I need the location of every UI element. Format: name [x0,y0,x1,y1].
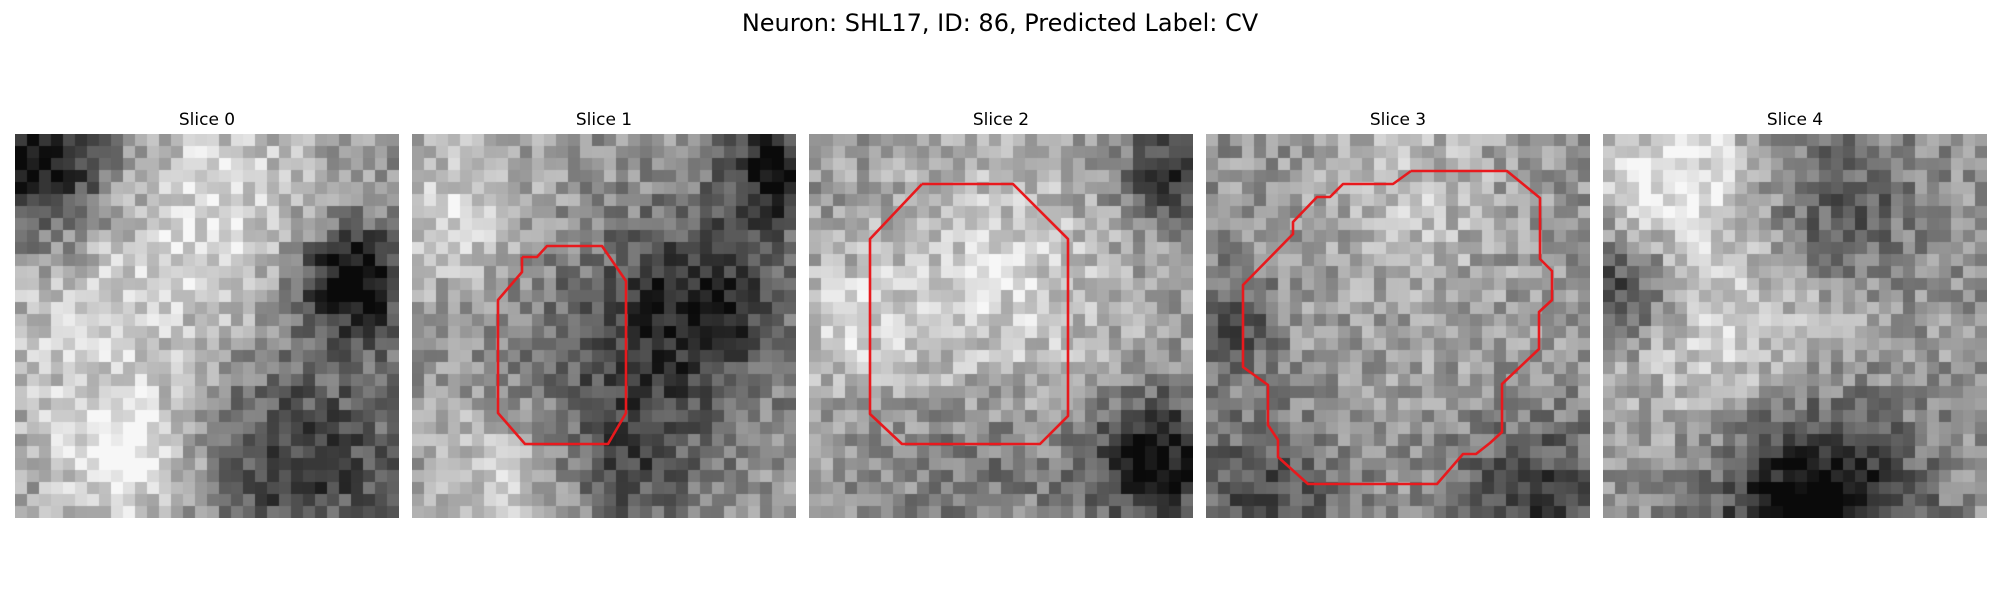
slice-panel-1: Slice 1 [412,109,796,520]
slice-title: Slice 4 [1766,110,1824,130]
slice-title: Slice 2 [972,110,1030,130]
figure-title: Neuron: SHL17, ID: 86, Predicted Label: … [741,9,1259,37]
slice-title: Slice 0 [178,110,236,130]
grayscale-slice-image [1206,134,1590,518]
grayscale-slice-image [809,134,1193,518]
grayscale-slice-image [1603,134,1987,518]
slice-panel-3: Slice 3 [1206,109,1590,520]
slice-title: Slice 3 [1369,110,1427,130]
slice-panel-2: Slice 2 [809,109,1193,520]
grayscale-slice-image [412,134,796,518]
slice-panel-4: Slice 4 [1603,109,1987,520]
grayscale-slice-image [15,134,399,518]
slice-panel-0: Slice 0 [15,109,399,520]
slice-title: Slice 1 [575,110,633,130]
